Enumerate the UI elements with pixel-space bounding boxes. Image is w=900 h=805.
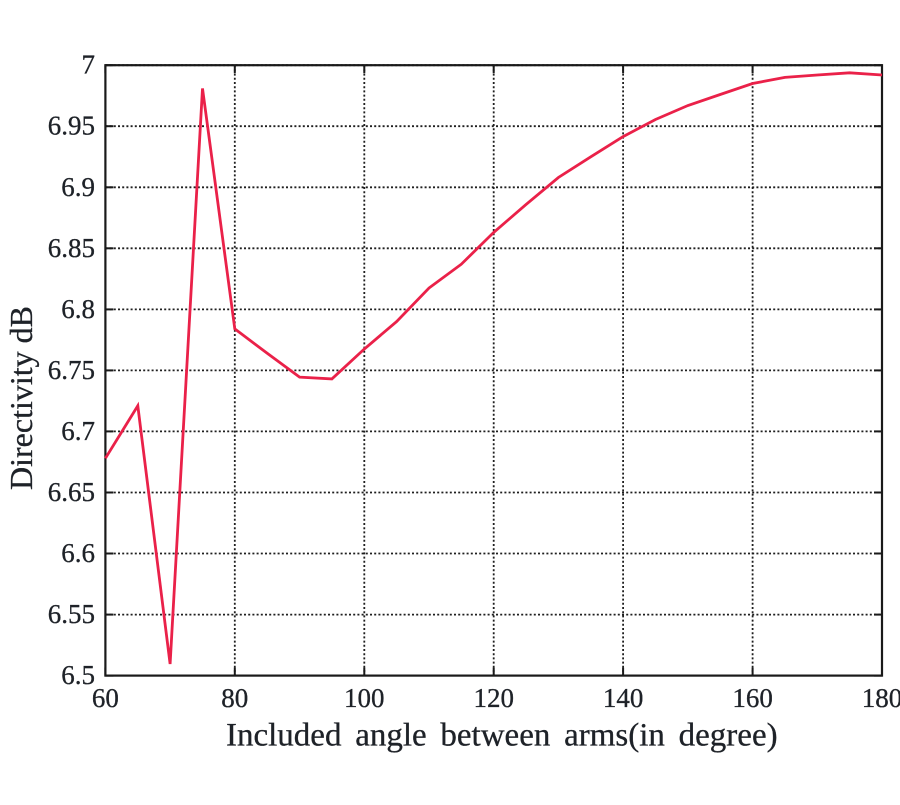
svg-text:180: 180 — [862, 683, 900, 713]
svg-text:6.95: 6.95 — [48, 111, 95, 141]
svg-text:6.5: 6.5 — [61, 660, 95, 690]
svg-text:140: 140 — [603, 683, 644, 713]
svg-text:120: 120 — [473, 683, 514, 713]
svg-text:Directivity dB: Directivity dB — [3, 306, 39, 490]
svg-text:160: 160 — [732, 683, 773, 713]
svg-text:6.65: 6.65 — [48, 477, 95, 507]
svg-text:Included angle between arms(in: Included angle between arms(in degree) — [226, 718, 778, 754]
svg-text:6.7: 6.7 — [61, 416, 95, 446]
svg-text:6.75: 6.75 — [48, 355, 95, 385]
svg-text:6.55: 6.55 — [48, 599, 95, 629]
svg-text:6.85: 6.85 — [48, 233, 95, 263]
svg-text:80: 80 — [221, 683, 248, 713]
svg-text:6.9: 6.9 — [61, 172, 95, 202]
svg-text:60: 60 — [92, 683, 119, 713]
svg-text:6.6: 6.6 — [61, 538, 95, 568]
svg-text:7: 7 — [82, 50, 96, 80]
svg-text:6.8: 6.8 — [61, 294, 95, 324]
svg-text:100: 100 — [344, 683, 385, 713]
